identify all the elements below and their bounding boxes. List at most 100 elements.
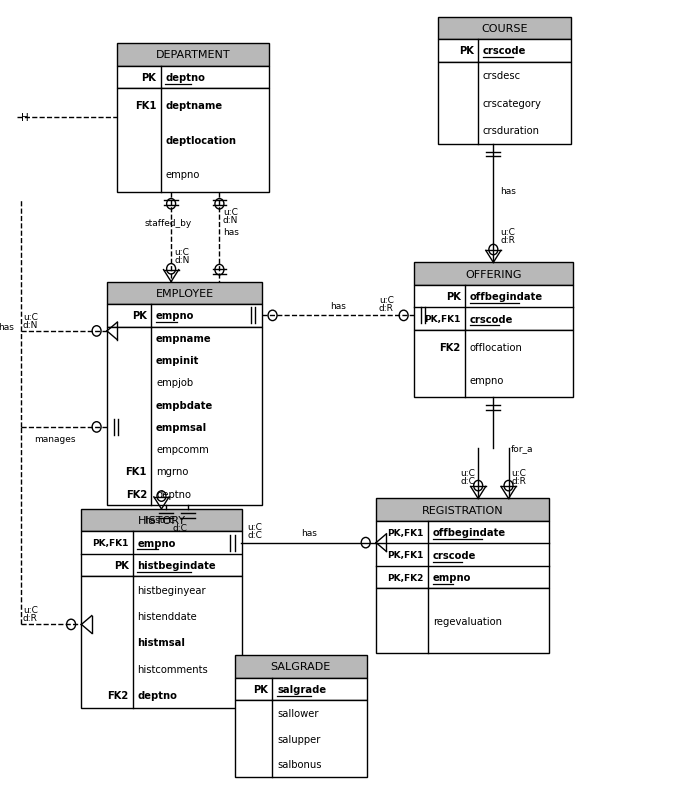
Text: SALGRADE: SALGRADE (270, 662, 331, 671)
Text: FK2: FK2 (126, 489, 147, 499)
Text: FK2: FK2 (440, 342, 461, 352)
Text: offlocation: offlocation (470, 342, 522, 352)
Text: empno: empno (166, 170, 200, 180)
Bar (117, 67, 269, 89)
Text: has: has (500, 187, 516, 196)
Text: empbdate: empbdate (156, 400, 213, 410)
Text: u:C: u:C (175, 247, 190, 257)
Text: d:R: d:R (500, 236, 515, 245)
Text: u:C: u:C (500, 228, 515, 237)
Bar (117, 44, 269, 67)
Text: H: H (21, 113, 28, 124)
Text: deptno: deptno (166, 73, 205, 83)
Text: PK,FK1: PK,FK1 (387, 528, 424, 537)
Text: hasu:C: hasu:C (144, 515, 175, 525)
Bar (438, 63, 571, 144)
Bar (414, 330, 573, 398)
Text: PK,FK1: PK,FK1 (387, 550, 424, 560)
Bar (81, 509, 242, 532)
Bar (235, 700, 367, 777)
Bar (438, 18, 571, 40)
Text: u:C: u:C (379, 295, 394, 305)
Text: empno: empno (156, 311, 195, 321)
Text: PK: PK (446, 292, 461, 302)
Text: d:N: d:N (23, 321, 38, 330)
Bar (438, 40, 571, 63)
Text: FK2: FK2 (107, 690, 128, 700)
Bar (81, 577, 242, 708)
Text: u:C: u:C (23, 313, 38, 322)
Text: d:N: d:N (223, 216, 238, 225)
Text: for_a: for_a (511, 444, 533, 453)
Text: u:C: u:C (511, 468, 526, 478)
Text: deptno: deptno (156, 489, 191, 499)
Text: crscode: crscode (483, 47, 526, 56)
Text: offbegindate: offbegindate (433, 528, 506, 537)
Text: REGISTRATION: REGISTRATION (422, 505, 503, 515)
Text: deptname: deptname (166, 101, 222, 111)
Text: d:N: d:N (175, 255, 190, 265)
Text: PK: PK (253, 684, 268, 694)
Bar (235, 678, 367, 700)
Text: d:C: d:C (460, 476, 475, 486)
Bar (414, 263, 573, 286)
Text: empno: empno (137, 538, 176, 548)
Text: manages: manages (34, 435, 76, 444)
Text: u:C: u:C (223, 208, 238, 217)
Text: d:R: d:R (511, 476, 526, 486)
Text: PK: PK (114, 561, 128, 570)
Text: histenddate: histenddate (137, 611, 197, 621)
Text: FK1: FK1 (126, 467, 147, 477)
Text: DEPARTMENT: DEPARTMENT (156, 51, 230, 60)
Text: histbeginyear: histbeginyear (137, 585, 206, 595)
Text: u:C: u:C (23, 606, 38, 614)
Text: u:C: u:C (460, 468, 475, 478)
Text: crsduration: crsduration (483, 126, 540, 136)
Bar (107, 327, 262, 505)
Text: PK,FK1: PK,FK1 (92, 538, 128, 548)
Text: offbegindate: offbegindate (470, 292, 543, 302)
Text: mgrno: mgrno (156, 467, 188, 477)
Bar (117, 89, 269, 192)
Bar (376, 499, 549, 521)
Text: PK,FK2: PK,FK2 (387, 573, 424, 582)
Text: FK1: FK1 (135, 101, 157, 111)
Text: empno: empno (470, 376, 504, 386)
Text: salbonus: salbonus (277, 759, 322, 769)
Text: histmsal: histmsal (137, 638, 186, 647)
Text: empjob: empjob (156, 378, 193, 388)
Text: empinit: empinit (156, 355, 199, 366)
Text: u:C: u:C (247, 522, 262, 532)
Text: deptno: deptno (137, 690, 177, 700)
Text: crscode: crscode (470, 314, 513, 324)
Bar (235, 655, 367, 678)
Text: salgrade: salgrade (277, 684, 326, 694)
Text: staffed_by: staffed_by (144, 218, 191, 228)
Text: PK,FK1: PK,FK1 (424, 314, 461, 324)
Text: HISTORY: HISTORY (137, 516, 186, 525)
Text: PK: PK (459, 47, 474, 56)
Bar (376, 589, 549, 653)
Bar (414, 286, 573, 330)
Bar (107, 282, 262, 305)
Text: sallower: sallower (277, 708, 319, 718)
Text: COURSE: COURSE (481, 24, 528, 34)
Text: empname: empname (156, 334, 212, 343)
Bar (376, 521, 549, 589)
Bar (107, 305, 262, 327)
Text: histcomments: histcomments (137, 664, 208, 674)
Text: d:R: d:R (23, 614, 38, 622)
Text: PK: PK (141, 73, 157, 83)
Text: salupper: salupper (277, 734, 321, 743)
Text: empno: empno (433, 573, 471, 582)
Text: d:C: d:C (247, 530, 262, 540)
Text: OFFERING: OFFERING (465, 269, 522, 279)
Text: d:C: d:C (172, 523, 187, 533)
Text: crscategory: crscategory (483, 99, 542, 108)
Text: regevaluation: regevaluation (433, 616, 502, 626)
Text: d:R: d:R (379, 303, 394, 313)
Text: has: has (223, 228, 239, 237)
Text: has: has (0, 323, 14, 332)
Text: empmsal: empmsal (156, 423, 207, 432)
Text: deptlocation: deptlocation (166, 136, 237, 146)
